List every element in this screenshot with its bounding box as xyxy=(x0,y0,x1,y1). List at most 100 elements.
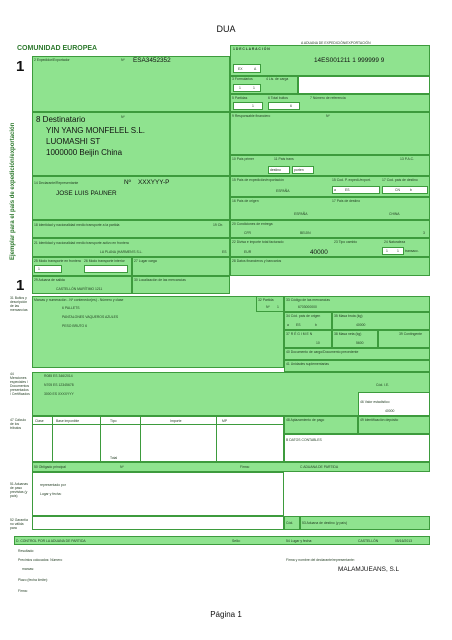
copy-number-bottom: 1 xyxy=(16,277,25,294)
currency-amount[interactable]: 40000 xyxy=(310,249,328,256)
exit-office-box xyxy=(32,276,132,294)
origin-code-value: ES xyxy=(296,323,301,327)
total-packages-field[interactable] xyxy=(268,102,300,110)
deferred-payment-label: 48 Aplazamiento de pago xyxy=(286,418,325,422)
declarant-label: 14 Declarante/Representante xyxy=(34,181,79,185)
code-label: Cód. xyxy=(286,521,294,525)
exporter-box xyxy=(32,56,230,112)
item-number-box xyxy=(256,296,284,312)
currency-box xyxy=(230,238,430,257)
financial-label: 9 Responsable financiero xyxy=(232,114,271,118)
trade-field[interactable] xyxy=(268,166,290,174)
guarantee-label: 52 Garantía no válida para xyxy=(10,518,28,530)
transport-border-label: 21 Identidad y nacionalidad medio transp… xyxy=(34,241,129,245)
guarantee-box xyxy=(32,516,284,530)
delivery-incoterm: CFR xyxy=(244,231,251,235)
financial-n-label: Nº xyxy=(326,114,330,118)
goods-line-3: PESO BRUTO 6 xyxy=(62,324,87,328)
exporter-label: 2 Expedidor/Exportador xyxy=(34,58,70,62)
seals-label: Precintos colocados: Número xyxy=(18,558,63,562)
transport-border-country: ES xyxy=(222,250,227,254)
gross-mass-label: 35 Masa bruta (kg) xyxy=(334,314,363,318)
dispatch-code-field[interactable] xyxy=(332,186,380,194)
financial-data-label: 28 Datos financieros y bancarios xyxy=(232,259,282,263)
porten-field[interactable] xyxy=(292,166,314,174)
statistical-value: 40000 xyxy=(385,409,395,413)
currency-label: 22 Divisa e importe total facturado xyxy=(232,240,284,244)
declaration-type-field[interactable] xyxy=(233,64,261,73)
declarant-number[interactable]: XXXYYY-P xyxy=(138,179,170,186)
exchange-rate-label: 23 Tipo cambio xyxy=(334,240,357,244)
goods-location-box xyxy=(132,276,230,294)
internal-mode-field[interactable] xyxy=(84,265,128,273)
first-country-label: 10 País primer xyxy=(232,157,255,161)
declarant-box xyxy=(32,176,230,220)
dest-code-label: 17 Cod. país de destino xyxy=(382,178,418,182)
dest-code-value: CN xyxy=(395,188,400,192)
cap-label: 13 P.A.C. xyxy=(400,157,415,161)
ie-code-label: Cód. I.E. xyxy=(376,383,390,387)
internal-mode-label: 26 Modo transporte interior xyxy=(84,259,125,263)
quota-label: 39 Contingente xyxy=(399,332,422,336)
dispatch-code-label: 15 Cod. P. expedi./export. xyxy=(332,178,371,182)
deferred-payment-box xyxy=(284,416,358,434)
currency-code: EUR xyxy=(244,250,252,254)
financial-data-box xyxy=(230,257,430,276)
dest-code-field[interactable] xyxy=(382,186,428,194)
page-number: Página 1 xyxy=(210,610,242,619)
copy-number: 1 xyxy=(16,58,25,75)
items-label: 5 Partidas xyxy=(232,96,248,100)
declarant-signature-name[interactable]: MALAMJUEANS, S.L xyxy=(338,566,400,573)
delivery-place: BEIJIN xyxy=(300,231,311,235)
origin-country-label: 16 País de origen xyxy=(232,199,259,203)
tax-col-base: Base imponible xyxy=(56,419,80,423)
delivery-code: 3 xyxy=(423,231,425,235)
code-box xyxy=(284,516,300,530)
border-mode-field[interactable] xyxy=(34,265,62,273)
forms-b: 1 xyxy=(253,86,255,90)
items-field[interactable] xyxy=(233,102,263,110)
origin-code-a: a xyxy=(287,323,289,327)
origin-country-value: ESPAÑA xyxy=(294,212,308,216)
consignee-box xyxy=(32,112,230,176)
principal-sign-label: Firma: xyxy=(240,465,250,469)
term-label: Plazo (fecha límite): xyxy=(18,578,48,582)
declaration-type-a: EX xyxy=(238,67,243,71)
net-mass-box xyxy=(332,330,378,348)
departure-office-label: C ADUANA DE PARTIDA xyxy=(300,465,339,469)
consignee-street[interactable]: LUOMASHI ST xyxy=(46,137,101,146)
lists-field[interactable] xyxy=(298,76,430,94)
exporter-number[interactable]: ESA3452352 xyxy=(133,57,171,64)
stamp-label: Sello: xyxy=(232,539,241,543)
dest-code-b: b xyxy=(410,188,412,192)
dispatch-country-value: ESPAÑA xyxy=(276,189,290,193)
gross-mass-value: 40000 xyxy=(356,323,366,327)
tax-col-mp: MP xyxy=(222,419,228,423)
community-label: COMUNIDAD EUROPEA xyxy=(17,45,98,52)
marks-label-bottom: marcas: xyxy=(22,567,35,571)
item-n-label: Nº xyxy=(266,305,270,309)
border-mode-label: 25 Modo transporte en frontera xyxy=(34,259,81,263)
dispatch-country-label: 15 País de expedición/exportación xyxy=(232,178,284,182)
reference-number-label: 7 Número de referencia xyxy=(310,96,346,100)
summary-declaration-box xyxy=(284,348,430,360)
declarant-name[interactable]: JOSE LUIS PAUNER xyxy=(56,190,117,197)
lists-label: 4 Lis. de carga xyxy=(266,77,289,81)
consignee-name[interactable]: YIN YANG MONFELEL S.L. xyxy=(46,126,145,135)
tax-col-amount: Importe xyxy=(170,419,182,423)
forms-field[interactable] xyxy=(233,84,261,92)
reference-code[interactable]: 14ES001211 1 999999 9 xyxy=(314,57,385,64)
consignee-city[interactable]: 1000000 Beijin China xyxy=(46,148,123,157)
transport-border-value: LA PLANA (HARMEN'S S.L. xyxy=(100,250,143,254)
exporter-n-label: Nº xyxy=(121,58,125,62)
consignee-label: 8 Destinatario xyxy=(36,115,86,124)
mentions-line-3: 3000 ES XXXXYYY xyxy=(44,392,74,396)
statistical-value-box xyxy=(358,392,430,416)
trade-sub: destino xyxy=(270,168,281,172)
place-value: CASTELLÓN xyxy=(358,539,379,543)
result-label: Resultado: xyxy=(18,549,35,553)
transaction-nature-a: 1 xyxy=(386,249,388,253)
goods-location-label: 30 Localización de las mercancías xyxy=(134,278,186,282)
transaction-nature-field[interactable] xyxy=(382,247,404,255)
dispatch-country-box xyxy=(230,176,430,197)
